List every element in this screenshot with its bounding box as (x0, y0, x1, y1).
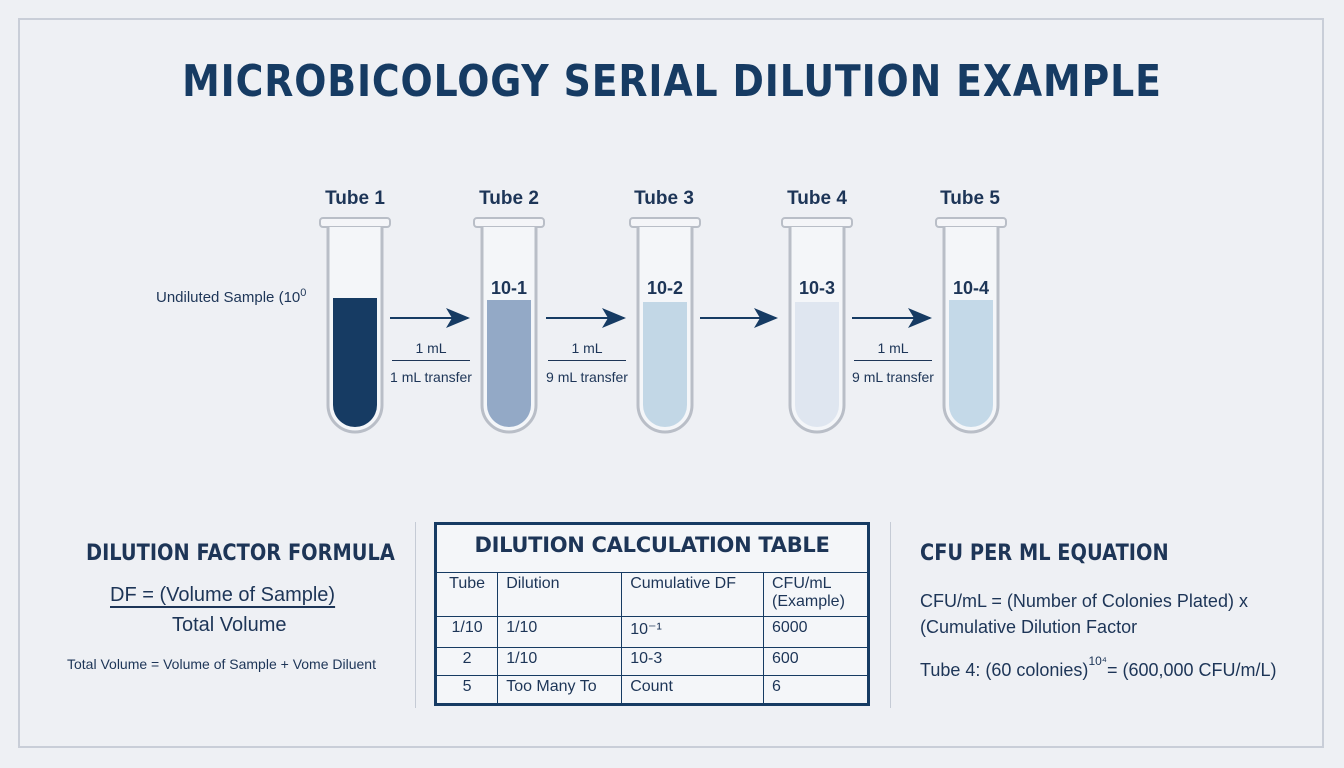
transfer-2-label: 1 mL 9 mL transfer (542, 340, 632, 385)
table-row: 1/10 1/10 10⁻¹ 6000 (434, 615, 870, 648)
table-cell: 1/10 (434, 615, 499, 648)
table-cell: 6000 (762, 615, 870, 648)
diagram-frame (18, 18, 1324, 748)
table-cell: 1/10 (497, 615, 623, 648)
tube-2-liquid (487, 300, 531, 427)
tube-1 (319, 217, 391, 434)
page-title: MICROBICOLOGY SERIAL DILUTION EXAMPLE (182, 56, 1162, 107)
df-section-title: DILUTION FACTOR FORMULA (86, 541, 395, 566)
tube-2-concentration: 10-1 (490, 278, 528, 298)
cfu-equation-line-2: (Cumulative Dilution Factor (920, 617, 1138, 637)
table-title: DILUTION CALCULATION TABLE (435, 523, 869, 573)
cfu-section-title: CFU PER ML EQUATION (920, 541, 1169, 566)
df-formula-numerator: DF = (Volume of Sample) (110, 584, 336, 606)
tube-5-label: Tube 5 (940, 188, 1000, 209)
divider-right (890, 522, 891, 708)
tube-5 (935, 217, 1007, 434)
tube-3 (629, 217, 701, 434)
df-formula-note: Total Volume = Volume of Sample + Vome D… (67, 656, 376, 672)
transfer-1-description: 1 mL transfer (390, 369, 472, 385)
tube-4-liquid (795, 302, 839, 427)
dilution-calculation-table: DILUTION CALCULATION TABLE Tube Dilution… (434, 522, 870, 706)
table-header-cfu: CFU/mL (Example) (762, 571, 870, 617)
table-header-cfu-example: (Example) (771, 592, 845, 610)
transfer-4-label: 1 mL 9 mL transfer (848, 340, 938, 385)
tube-5-concentration: 10-4 (952, 278, 990, 298)
table-header-dilution: Dilution (497, 571, 623, 617)
tube-2 (473, 217, 545, 434)
tube-5-liquid (949, 300, 993, 427)
tube-1-label: Tube 1 (325, 188, 385, 209)
table-header-tube: Tube (434, 571, 499, 617)
cfu-example-result: = (600,000 CFU/m/L) (1106, 660, 1277, 680)
df-formula-denominator: Total Volume (172, 614, 287, 636)
table-cell: 2 (434, 646, 499, 676)
cfu-equation-line-1: CFU/mL = (Number of Colonies Plated) x (920, 591, 1248, 611)
tube-3-label: Tube 3 (634, 188, 694, 209)
tube-3-concentration: 10-2 (646, 278, 684, 298)
transfer-2-volume: 1 mL (571, 340, 603, 356)
transfer-2-description: 9 mL transfer (546, 369, 628, 385)
tube-2-label: Tube 2 (479, 188, 539, 209)
tube-3-liquid (643, 302, 687, 427)
divider-left (415, 522, 416, 708)
table-cell: Too Many To (497, 674, 623, 706)
table-cell: 10⁻¹ (621, 615, 764, 648)
table-header-cfu-label: CFU/mL (771, 574, 832, 592)
tube-4 (781, 217, 853, 434)
transfer-4-description: 9 mL transfer (852, 369, 934, 385)
cfu-example: Tube 4: (60 colonies)10⁴= (600,000 CFU/m… (920, 654, 1277, 681)
undiluted-sample-label: Undiluted Sample (100 (156, 287, 307, 306)
tube-4-concentration: 10-3 (798, 278, 836, 298)
table-row: 5 Too Many To Count 6 (434, 674, 870, 706)
table-cell: 6 (762, 674, 870, 706)
table-cell: Count (621, 674, 764, 706)
table-header-cumulative-df: Cumulative DF (621, 571, 764, 617)
tube-4-label: Tube 4 (787, 188, 847, 209)
table-header-row: Tube Dilution Cumulative DF CFU/mL (Exam… (434, 571, 870, 617)
table-cell: 1/10 (497, 646, 623, 676)
cfu-example-exponent: 10⁴ (1088, 654, 1107, 668)
table-cell: 5 (434, 674, 499, 706)
table-cell: 600 (762, 646, 870, 676)
table-row: 2 1/10 10-3 600 (434, 646, 870, 676)
transfer-1-volume: 1 mL (415, 340, 447, 356)
cfu-example-prefix: Tube 4: (60 colonies) (920, 660, 1089, 680)
transfer-4-volume: 1 mL (877, 340, 909, 356)
table-cell: 10-3 (621, 646, 764, 676)
transfer-1-label: 1 mL 1 mL transfer (386, 340, 476, 385)
tube-1-liquid (333, 298, 377, 427)
